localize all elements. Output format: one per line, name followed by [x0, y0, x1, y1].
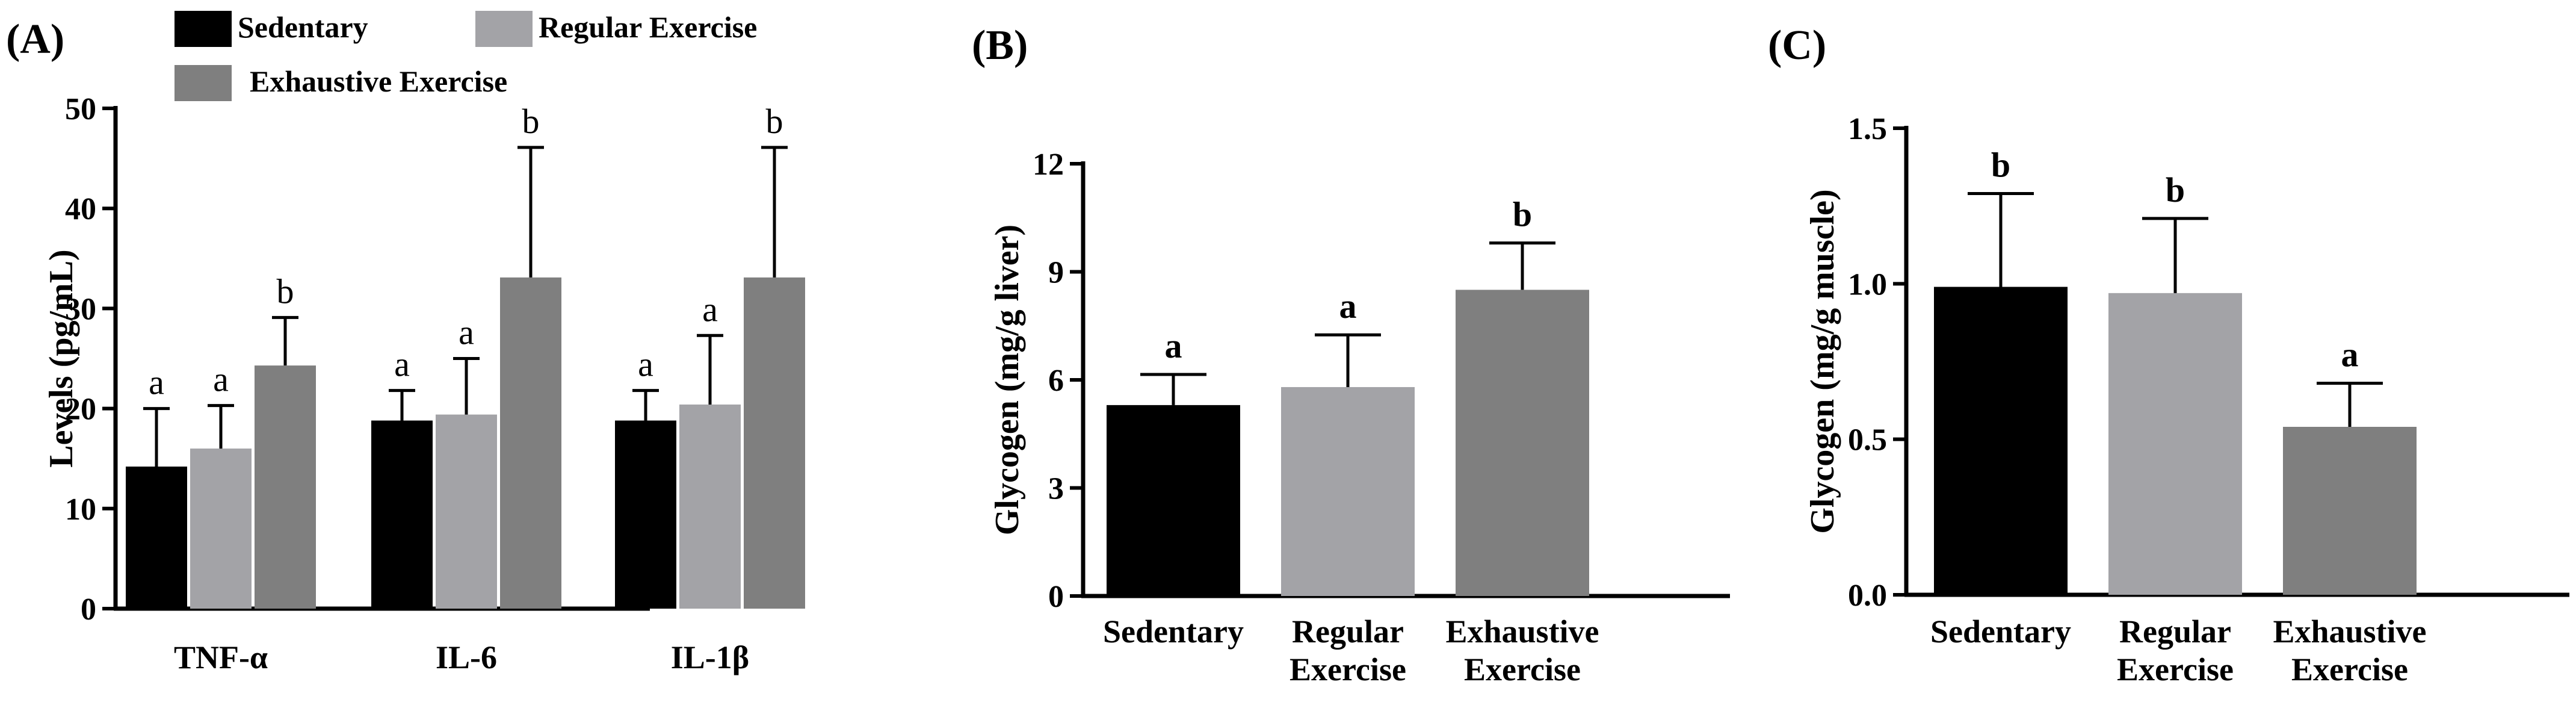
legend-label: Regular Exercise [539, 10, 757, 44]
x-category-label: Exercise [1290, 651, 1406, 688]
panel-c-y-tick-label: 1.0 [1848, 267, 1887, 302]
x-category-label: Exercise [2291, 651, 2408, 688]
panel-b-y-label: Glycogen (mg/g liver) [989, 225, 1026, 535]
bar-exhaustive-exercise [255, 365, 316, 609]
panel-a-y-tick-label: 10 [65, 492, 96, 527]
panel-a: (A) 0 10 20 30 40 50 Levels (pg/mL) a a b TNF-α a a b I… [6, 10, 805, 675]
legend-swatch [175, 65, 232, 101]
significance-letter: b [277, 272, 294, 311]
panel-a-y-tick-label: 30 [65, 292, 96, 326]
panel-b-y-tick-label: 12 [1033, 147, 1064, 182]
significance-letter: b [1991, 146, 2010, 185]
panel-a-y-tick-label: 40 [65, 192, 96, 226]
panel-c: (C) 0.0 0.5 1.0 1.5 Glycogen (mg/g muscle) b Se… [1768, 22, 2569, 688]
bar-sedentary [371, 420, 433, 609]
panel-c-y-label: Glycogen (mg/g muscle) [1804, 189, 1841, 533]
panel-a-y-label: Levels (pg/mL) [43, 249, 80, 467]
significance-letter: b [766, 102, 783, 141]
panel-a-y-tick-label: 0 [81, 592, 96, 627]
bar [2108, 293, 2242, 595]
significance-letter: b [2166, 170, 2185, 210]
bar [1456, 290, 1589, 596]
significance-letter: a [2341, 335, 2359, 374]
bar-exhaustive-exercise [500, 277, 561, 609]
bar-regular-exercise [190, 449, 252, 609]
bar [1107, 405, 1240, 596]
x-category-label: Sedentary [1930, 613, 2071, 650]
bar-regular-exercise [679, 404, 741, 609]
legend-swatch [475, 11, 533, 47]
legend-label: Sedentary [238, 10, 368, 44]
significance-letter: a [213, 360, 229, 399]
x-category-label: Exercise [2117, 651, 2234, 688]
significance-letter: a [702, 290, 718, 329]
panel-a-y-tick-label: 20 [65, 393, 96, 427]
panel-b-y-tick-label: 6 [1048, 364, 1064, 398]
panel-b-label: (B) [972, 22, 1028, 69]
panel-b: (B) 0 3 6 9 12 Glycogen (mg/g liver) a Sedentary… [972, 22, 1730, 688]
panel-a-y-tick-label: 50 [65, 92, 96, 126]
panel-c-y-tick-label: 0.0 [1848, 579, 1887, 613]
panel-c-label: (C) [1768, 22, 1826, 69]
panel-c-y-tick-label: 0.5 [1848, 423, 1887, 458]
x-category-label: IL-6 [436, 639, 497, 675]
significance-letter: a [1339, 287, 1357, 326]
panel-a-label: (A) [6, 16, 64, 63]
bar-regular-exercise [436, 414, 497, 609]
bar-sedentary [615, 420, 676, 609]
bar-exhaustive-exercise [744, 277, 805, 609]
significance-letter: a [149, 363, 164, 402]
bar-sedentary [126, 466, 187, 609]
legend-label: Exhaustive Exercise [250, 64, 507, 98]
legend-swatch [175, 11, 232, 47]
x-category-label: Exhaustive [1445, 613, 1599, 650]
x-category-label: TNF-α [174, 639, 268, 675]
x-category-label: Exhaustive [2273, 613, 2426, 650]
panel-c-y-tick-label: 1.5 [1848, 112, 1887, 146]
x-category-label: Sedentary [1103, 613, 1244, 650]
significance-letter: a [638, 345, 653, 384]
significance-letter: a [459, 313, 474, 352]
significance-letter: a [394, 345, 410, 384]
significance-letter: b [522, 102, 540, 141]
panel-b-y-tick-label: 3 [1048, 472, 1064, 506]
bar [2283, 427, 2417, 595]
x-category-label: Regular [1292, 613, 1404, 650]
x-category-label: IL-1β [671, 639, 749, 675]
bar [1281, 386, 1415, 596]
bar [1934, 287, 2068, 595]
x-category-label: Regular [2119, 613, 2231, 650]
panel-b-y-tick-label: 9 [1048, 256, 1064, 290]
x-category-label: Exercise [1464, 651, 1581, 688]
significance-letter: a [1165, 326, 1182, 365]
panel-b-y-tick-label: 0 [1048, 580, 1064, 614]
significance-letter: b [1513, 195, 1532, 234]
